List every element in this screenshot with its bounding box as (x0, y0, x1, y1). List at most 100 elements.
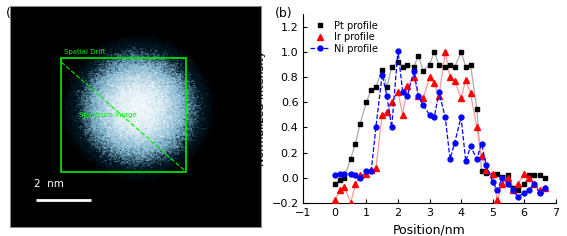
Pt profile (458, 51, 464, 53)
Ir profile (352, 183, 359, 185)
Ni profile (352, 174, 359, 177)
Text: (a): (a) (6, 7, 23, 20)
Ni profile (447, 157, 454, 160)
Ir profile (514, 183, 521, 185)
Text: Spectrum Image: Spectrum Image (79, 112, 136, 118)
Ir profile (521, 173, 527, 175)
Pt profile (536, 174, 543, 177)
Ir profile (458, 97, 464, 100)
Ni profile (426, 114, 433, 116)
Pt profile (526, 174, 532, 177)
Ni profile (363, 170, 370, 173)
Ni profile (415, 95, 422, 97)
Pt profile (483, 171, 490, 174)
Ir profile (510, 189, 517, 192)
Ir profile (332, 199, 338, 202)
Ni profile (383, 95, 390, 97)
Pt profile (347, 157, 354, 160)
Ni profile (404, 95, 411, 97)
Ir profile (373, 166, 379, 169)
Ir profile (431, 82, 438, 85)
Ni profile (498, 176, 505, 179)
Ni profile (431, 116, 438, 119)
Ni profile (530, 183, 537, 185)
Line: Ni profile: Ni profile (332, 48, 547, 199)
Pt profile (494, 173, 501, 175)
Ir profile (404, 84, 411, 87)
Pt profile (411, 66, 417, 68)
Ir profile (526, 176, 532, 179)
Ni profile (489, 180, 496, 183)
Ir profile (383, 111, 390, 114)
Ni profile (411, 69, 417, 72)
Ir profile (451, 80, 458, 82)
Pt profile (352, 142, 359, 145)
Ni profile (435, 91, 442, 94)
Ni profile (347, 173, 354, 175)
Ir profile (462, 78, 469, 81)
Ir profile (395, 91, 401, 94)
Ni profile (521, 191, 527, 194)
Pt profile (473, 107, 480, 110)
Line: Pt profile: Pt profile (332, 50, 547, 193)
Pt profile (462, 66, 469, 68)
Ni profile (473, 157, 480, 160)
Ni profile (494, 189, 501, 192)
Ir profile (494, 199, 501, 202)
Ni profile (510, 189, 517, 192)
Ir profile (336, 189, 343, 192)
Ir profile (399, 114, 406, 116)
Pt profile (383, 86, 390, 88)
Ir profile (347, 202, 354, 204)
Ir profile (420, 97, 426, 100)
Ir profile (341, 185, 348, 188)
Line: Ir profile: Ir profile (332, 49, 547, 206)
Ni profile (357, 176, 363, 179)
Ni profile (420, 103, 426, 106)
Pt profile (420, 69, 426, 72)
Pt profile (442, 66, 448, 68)
Ir profile (473, 126, 480, 129)
Ni profile (442, 116, 448, 119)
Ni profile (451, 141, 458, 144)
Ir profile (478, 155, 485, 158)
Pt profile (373, 86, 379, 88)
Pt profile (447, 63, 454, 66)
Ni profile (536, 191, 543, 194)
Ni profile (478, 142, 485, 145)
Pt profile (521, 183, 527, 185)
Ni profile (373, 126, 379, 129)
Ni profile (483, 164, 490, 167)
Text: (b): (b) (275, 7, 293, 20)
Text: Spatial Drift: Spatial Drift (64, 49, 105, 55)
Ir profile (498, 183, 505, 185)
Ir profile (483, 169, 490, 172)
Ni profile (462, 160, 469, 163)
Ir profile (442, 51, 448, 53)
Ir profile (411, 76, 417, 79)
Ni profile (399, 91, 406, 94)
Ir profile (388, 101, 395, 104)
Ir profile (530, 183, 537, 185)
Pt profile (404, 63, 411, 66)
Pt profile (363, 101, 370, 104)
Pt profile (489, 174, 496, 177)
X-axis label: Position/nm: Position/nm (393, 223, 466, 236)
Ir profile (426, 76, 433, 79)
Pt profile (388, 66, 395, 68)
Pt profile (478, 170, 485, 173)
Ni profile (541, 186, 548, 189)
Ni profile (458, 116, 464, 119)
Pt profile (505, 174, 512, 177)
Ni profile (368, 170, 375, 173)
Ni profile (526, 189, 532, 192)
Ni profile (341, 173, 348, 175)
Text: 2  nm: 2 nm (34, 179, 64, 189)
Pt profile (451, 66, 458, 68)
Ni profile (379, 73, 386, 76)
Pt profile (530, 174, 537, 177)
Ir profile (415, 95, 422, 97)
Ni profile (388, 126, 395, 129)
Pt profile (431, 51, 438, 53)
Pt profile (415, 54, 422, 57)
